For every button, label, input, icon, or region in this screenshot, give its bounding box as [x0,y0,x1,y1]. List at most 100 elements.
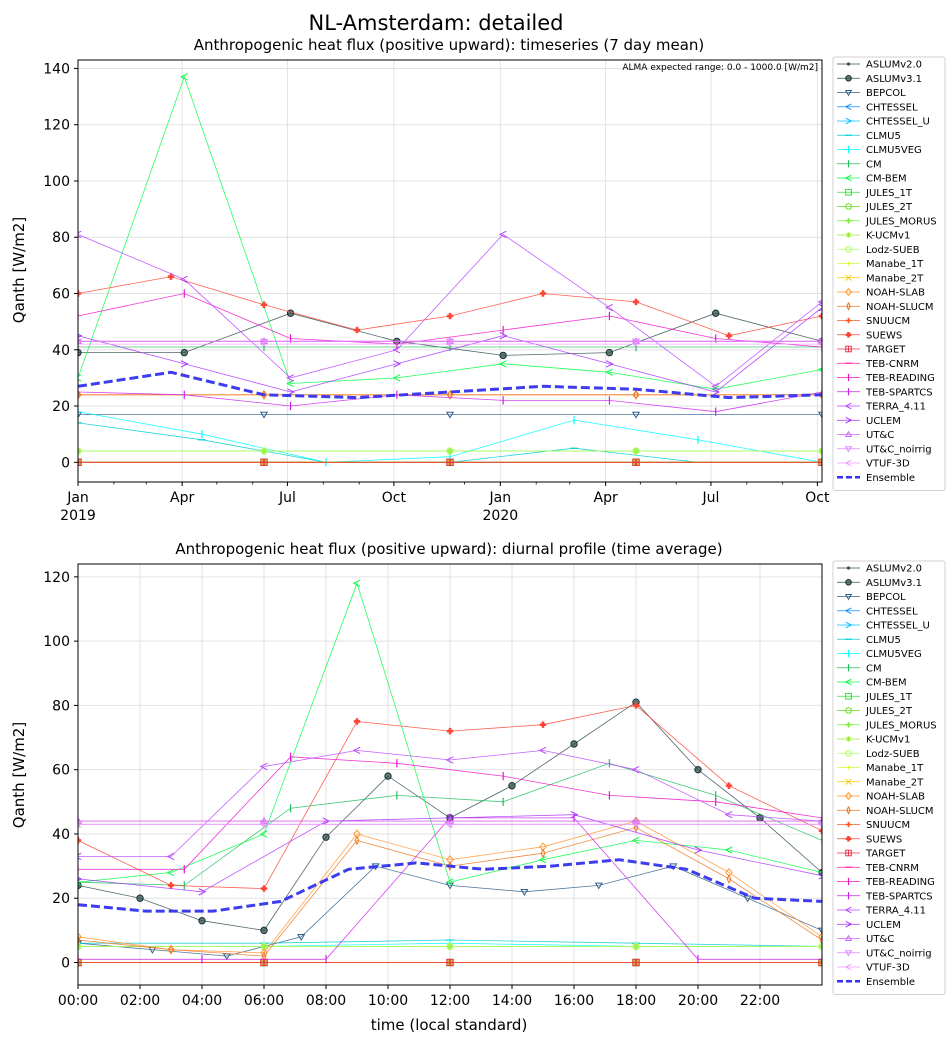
legend-item-manabe-1t: Manabe_1T [837,763,924,774]
diurnal-panel: ASLUMv2.0 ASLUMv3.1 BEPCOL CHTESSEL CHTESSEL… [10,540,946,1034]
legend-label: JULES_MORUS [865,216,937,227]
x-tick-label: Jul [701,490,719,506]
data-point [392,374,401,382]
data-point [445,756,454,764]
series-line [78,293,822,348]
data-point [259,830,268,838]
data-point [818,958,822,967]
data-point [136,894,144,902]
legend-label: Ensemble [866,473,915,484]
legend-item-clmu5veg: CLMU5VEG [837,649,922,660]
data-point [353,718,361,725]
series-group [78,579,822,967]
legend-item-teb-reading: TEB-READING [837,877,935,888]
data-point [632,816,640,826]
series-line [78,865,822,957]
legend-item-terra-4-11: TERRA_4.11 [837,402,926,413]
data-point [633,389,639,400]
legend-label: NOAH-SLUCM [866,302,934,313]
legend-label: CM [866,159,882,170]
legend-item-jules-2t: JULES_2T [837,202,913,213]
series-suews [78,702,822,892]
legend-item-terra-4-11: TERRA_4.11 [837,906,926,917]
legend-label: SUEWS [866,834,902,845]
x-tick-label: Jan [489,490,512,506]
data-point [259,762,268,771]
gridlines [77,60,822,482]
x-tick-label: 10:00 [368,993,408,1009]
legend-label: CHTESSEL_U [866,621,930,632]
data-point [539,290,547,297]
legend-item-ut-c-noirrig: UT&C_noirrig [837,948,932,959]
data-point [817,870,822,875]
x-tick-label: Oct [805,490,830,506]
data-point [179,275,188,284]
data-point [166,852,175,861]
data-point [712,309,720,317]
legend-item-noah-slucm: NOAH-SLUCM [837,806,934,817]
legend-label: ASLUMv2.0 [866,564,922,575]
data-point [445,878,454,886]
legend-label: CM-BEM [866,678,907,689]
legend-label: VTUF-3D [866,459,910,470]
legend-item-uclem: UCLEM [837,416,901,427]
series-cm-bem [78,579,822,886]
data-point [631,816,641,824]
legend-label: CLMU5VEG [866,649,922,660]
legend-item-cm-bem: CM-BEM [837,174,907,185]
diurnal-title: Anthropogenic heat flux (positive upward… [175,540,722,558]
data-point [631,411,641,419]
data-point [606,360,614,368]
data-point [632,702,640,709]
legend-label: Lodz-SUEB [866,749,920,760]
legend-label: CHTESSEL_U [866,117,930,128]
x-tick-label: Apr [594,490,618,506]
legend-label: TEB-READING [865,877,935,888]
data-point [78,411,83,419]
legend-item-teb-cnrm: TEB-CNRM [837,359,919,370]
data-point [817,816,822,824]
data-point [694,846,703,854]
data-point [632,298,640,306]
data-point [632,458,640,467]
legend-item-ensemble: Ensemble [837,473,915,484]
data-point [818,458,822,466]
legend-label: CM [866,663,882,674]
data-point [78,230,82,239]
data-point [743,895,752,903]
x-tick-label: Jul [278,490,296,506]
data-point [286,379,294,388]
legend-label: SNUUCM [866,316,910,327]
data-point [352,579,361,587]
series-ensemble [78,858,822,913]
legend-label: TERRA_4.11 [865,906,926,917]
data-point [499,351,507,360]
legend-item-suews: SUEWS [837,834,902,845]
legend-label: Manabe_1T [866,763,924,774]
data-point [818,827,822,834]
legend-item-jules-morus: JULES_MORUS [837,720,937,731]
legend-label: TERRA_4.11 [865,402,926,413]
x-tick-label: 14:00 [492,993,532,1009]
data-point [539,721,547,728]
data-point [445,820,454,828]
data-point [447,389,453,400]
data-point [353,829,361,839]
data-point [818,932,822,942]
y-tick-label: 120 [43,118,70,134]
legend-label: CM-BEM [866,174,907,185]
series-line [78,75,822,390]
legend-item-vtuf-3d: VTUF-3D [837,459,910,470]
data-point [354,835,360,846]
data-point [260,926,268,935]
data-point [259,411,269,419]
data-point [78,820,82,828]
legend-label: CHTESSEL [866,606,918,617]
series-line [78,756,822,870]
series-line [78,391,822,413]
data-point [498,230,507,239]
data-point [78,876,83,882]
y-tick-label: 20 [52,399,70,415]
legend-item-lodz-sueb: Lodz-SUEB [837,245,920,256]
